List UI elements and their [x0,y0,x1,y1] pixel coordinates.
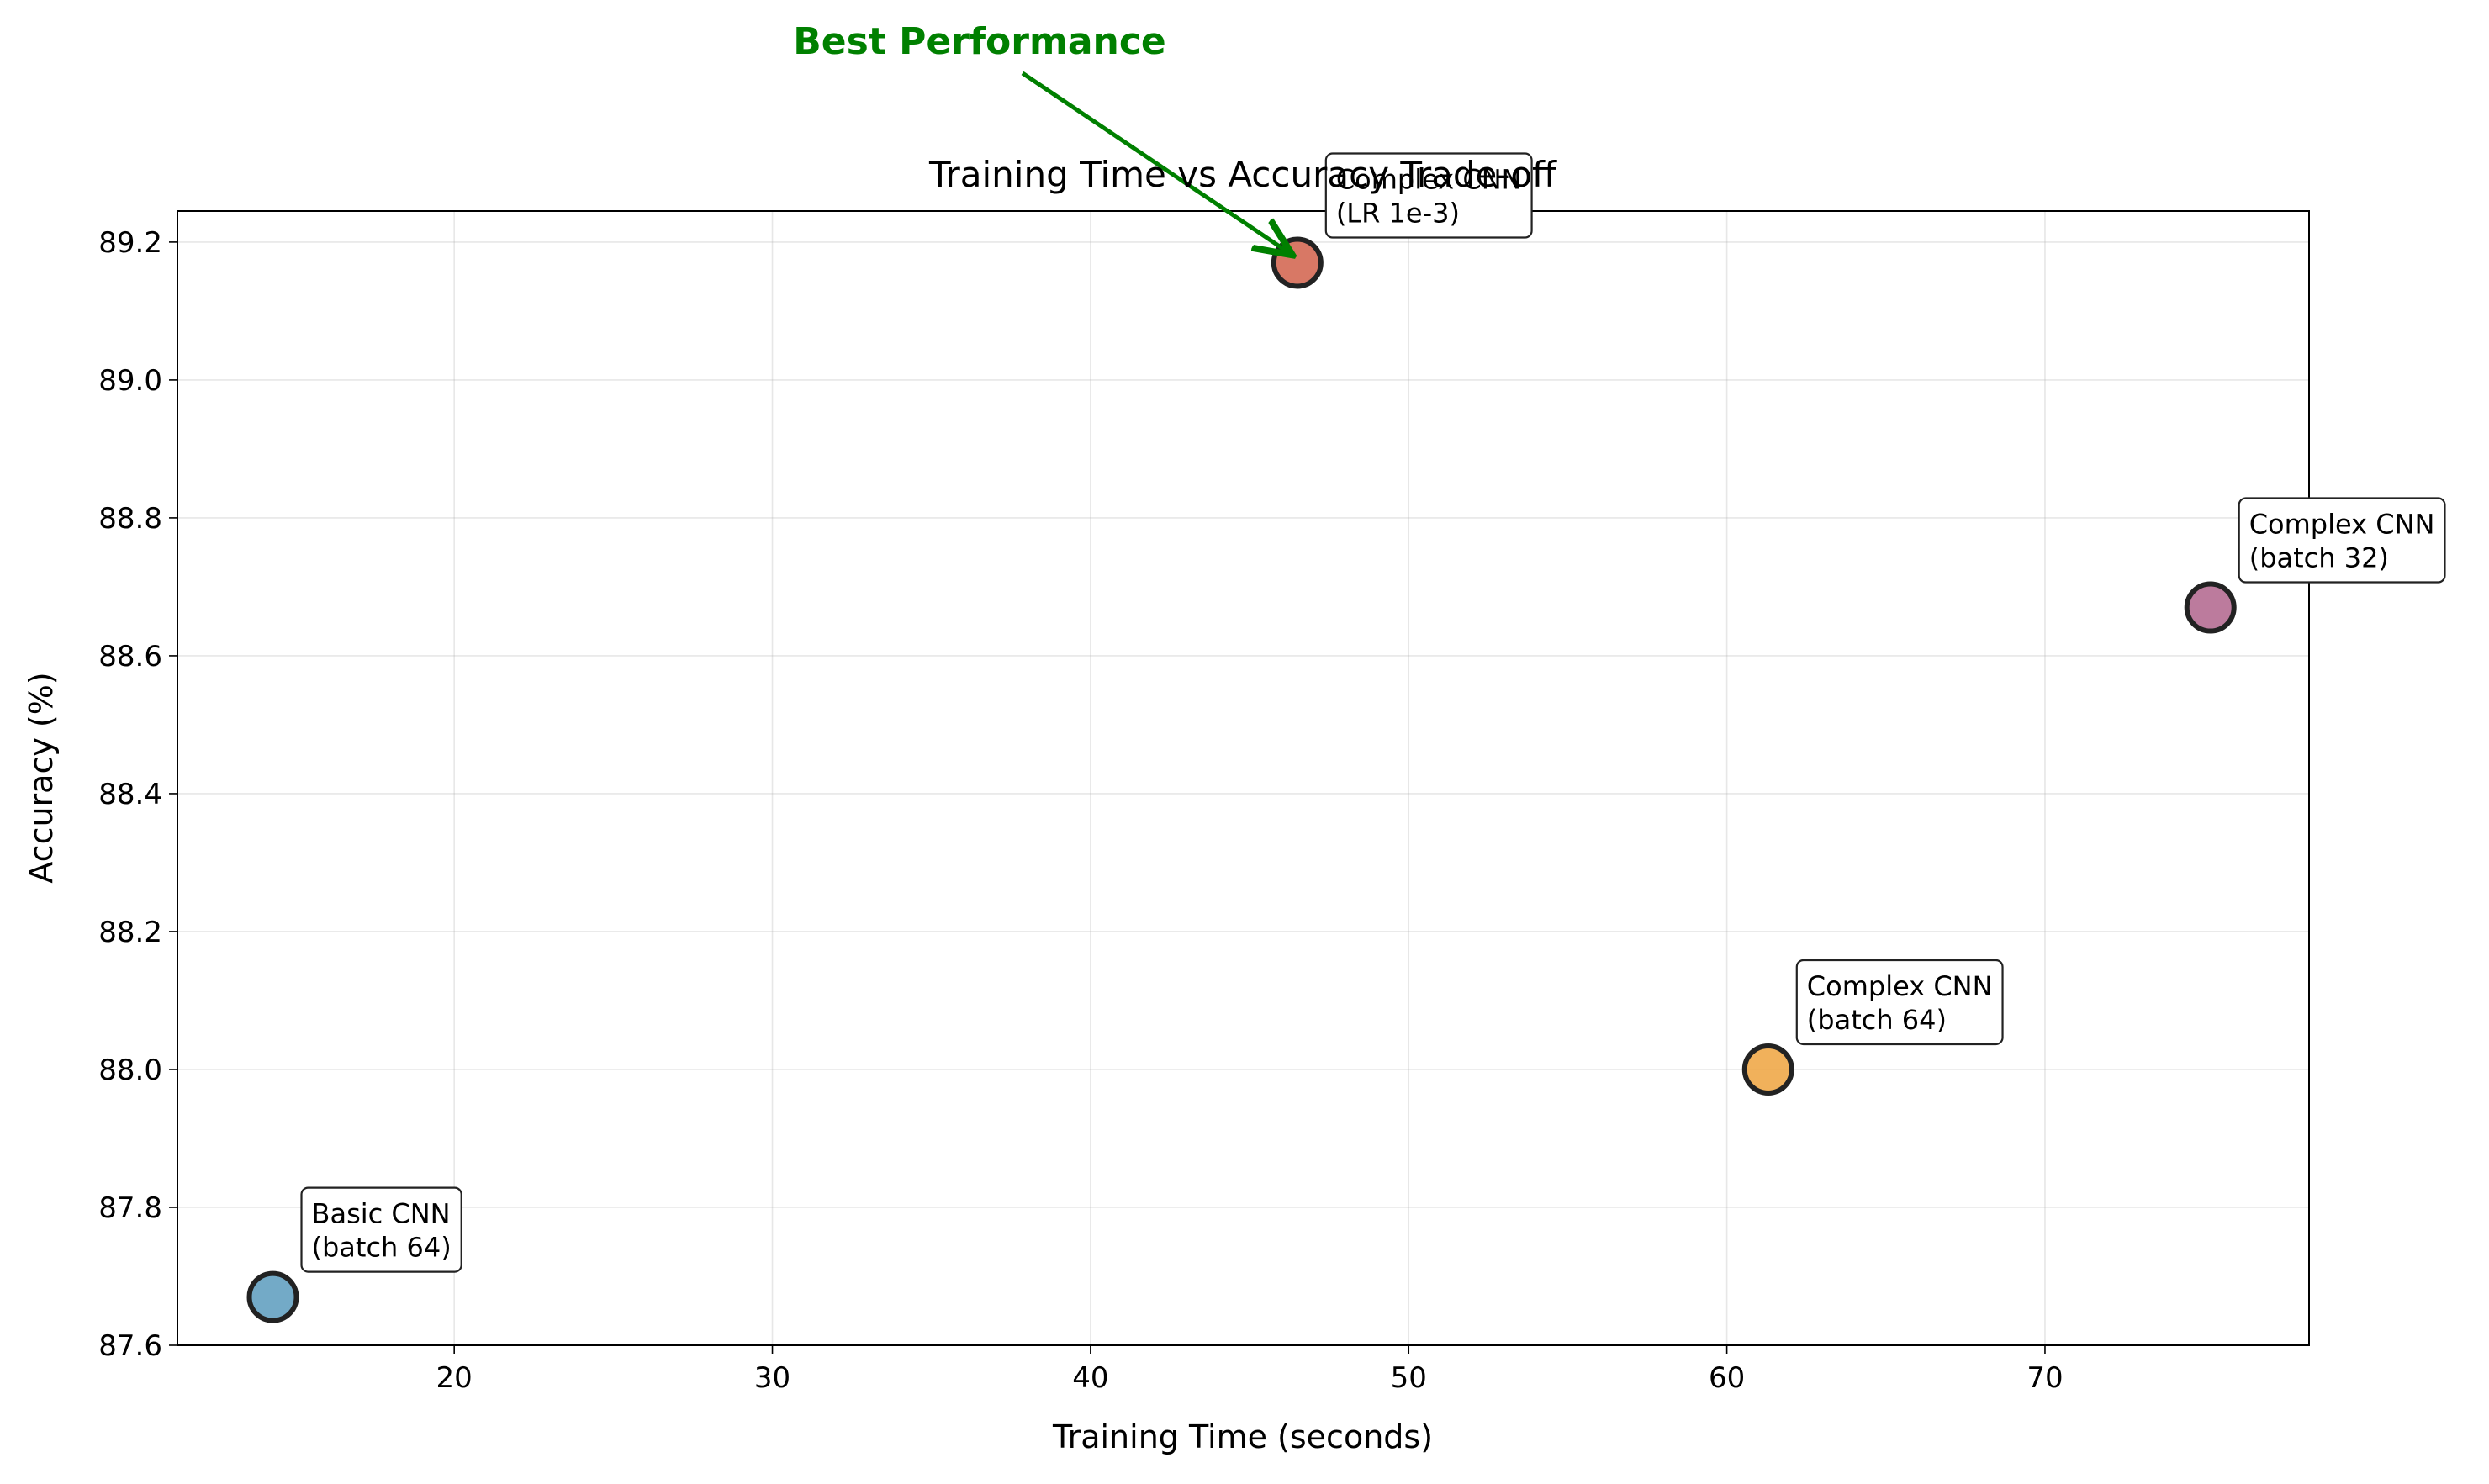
x-tick-label: 50 [1391,1361,1427,1395]
data-point [2184,581,2237,634]
y-tick-label: 88.6 [98,640,162,673]
data-points [246,236,2237,1323]
point-label: Complex CNN(batch 32) [2238,497,2446,584]
y-tick-label: 88.8 [98,502,162,536]
plot-area-frame [177,210,2310,1346]
point-label: Basic CNN(batch 64) [300,1186,462,1273]
point-label: Complex CNN(batch 64) [1795,959,2004,1046]
y-axis-label: Accuracy (%) [23,672,60,883]
y-tick-label: 88.0 [98,1054,162,1087]
annotation-arrow [1021,71,1289,253]
point-labels: Basic CNN(batch 64)Complex CNN(LR 1e-3)C… [300,152,2446,1273]
y-tick-label: 88.2 [98,916,162,949]
point-label: Complex CNN(LR 1e-3) [1324,152,1533,239]
x-tick-label: 30 [754,1361,790,1395]
point-label-line: Complex CNN [1336,164,1522,196]
chart-title: Training Time vs Accuracy Trade-off [928,154,1557,195]
y-tick-label: 87.6 [98,1329,162,1363]
x-tick-label: 20 [436,1361,473,1395]
x-axis-label: Training Time (seconds) [1052,1418,1433,1455]
y-tick-label: 87.8 [98,1191,162,1225]
y-tick-label: 88.4 [98,778,162,811]
point-label-box [1324,152,1533,239]
point-label-line: (batch 64) [312,1232,452,1264]
x-tick-label: 40 [1072,1361,1108,1395]
axis-ticks: 20 30 40 50 60 70 87.6 87.8 88.0 88.2 88.4 88.6 88.8… [98,226,2063,1395]
point-label-line: Basic CNN [312,1198,451,1230]
point-label-line: (batch 64) [1807,1004,1947,1036]
point-label-line: (LR 1e-3) [1336,198,1460,230]
grid-lines [177,211,2309,1346]
annotation: Best Performance [793,20,1289,253]
point-label-box [1795,959,2004,1046]
data-point [1741,1043,1794,1096]
x-tick-label: 60 [1709,1361,1745,1395]
y-tick-label: 89.2 [98,226,162,260]
point-label-box [300,1186,462,1273]
data-point [246,1270,299,1323]
x-tick-label: 70 [2027,1361,2063,1395]
point-label-box [2238,497,2446,584]
point-label-line: Complex CNN [2249,509,2435,541]
point-label-line: (batch 32) [2249,542,2389,574]
y-tick-label: 89.0 [98,364,162,398]
point-label-line: Complex CNN [1807,970,1993,1002]
annotation-text: Best Performance [793,20,1166,63]
